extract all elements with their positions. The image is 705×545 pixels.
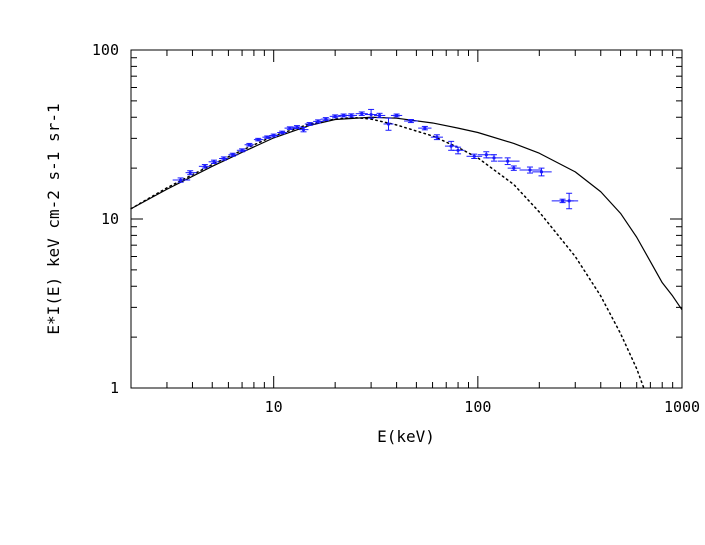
x-axis-title: E(keV): [377, 427, 435, 446]
data-point: [507, 165, 521, 171]
data-point-marker: [377, 113, 382, 118]
data-point: [172, 177, 191, 183]
data-point-marker: [539, 170, 544, 174]
data-point-marker: [360, 112, 364, 116]
data-point: [497, 157, 520, 166]
data-point-marker: [449, 144, 453, 148]
data-point-marker: [560, 199, 565, 203]
data-point-marker: [484, 153, 488, 157]
data-point-marker: [472, 154, 476, 158]
model-curve-solid: [130, 116, 683, 311]
data-point-marker: [231, 153, 235, 157]
data-point-marker: [256, 138, 260, 142]
data-points: [172, 108, 579, 210]
data-point-marker: [456, 148, 460, 152]
data-point-marker: [203, 164, 207, 168]
data-point-marker: [342, 113, 346, 118]
data-point: [452, 146, 465, 155]
y-tick-label: 10: [101, 210, 119, 228]
data-point: [519, 166, 542, 174]
data-point: [430, 134, 444, 141]
data-point: [355, 111, 368, 116]
data-point: [304, 122, 315, 126]
data-point: [418, 125, 432, 131]
data-point: [374, 112, 386, 119]
data-point-marker: [295, 125, 299, 129]
data-point: [298, 126, 309, 133]
data-point: [236, 148, 247, 153]
data-point: [208, 159, 220, 165]
data-point-marker: [349, 113, 353, 118]
data-point-marker: [409, 119, 413, 123]
data-point: [345, 113, 358, 118]
data-point: [486, 154, 503, 162]
data-point-marker: [272, 133, 276, 138]
data-point-marker: [435, 135, 439, 139]
data-point: [404, 118, 418, 124]
data-point: [532, 167, 552, 177]
data-point: [364, 108, 378, 119]
data-point-marker: [528, 168, 532, 172]
data-point-marker: [308, 122, 312, 126]
data-point-marker: [179, 178, 183, 182]
data-point-marker: [333, 114, 337, 118]
data-point-marker: [512, 166, 516, 170]
data-point-marker: [316, 119, 320, 124]
x-tick-label: 100: [464, 398, 491, 416]
data-point: [185, 170, 197, 176]
data-point: [390, 113, 403, 118]
data-point-marker: [280, 130, 284, 135]
data-point: [383, 117, 394, 131]
data-point: [228, 152, 239, 157]
data-point: [313, 119, 324, 124]
data-point: [563, 192, 579, 210]
data-point-marker: [301, 128, 306, 132]
data-point-marker: [212, 160, 216, 164]
data-point: [244, 142, 254, 147]
data-point-marker: [288, 126, 292, 130]
model-curves: [130, 116, 683, 389]
x-tick-label: 10: [265, 398, 283, 416]
data-point: [320, 117, 331, 122]
tick-labels: 10 100 1000 1 10 100: [92, 41, 700, 416]
axis-ticks: [130, 49, 683, 389]
data-point-marker: [492, 156, 496, 160]
data-point: [253, 137, 264, 142]
data-point-marker: [506, 159, 510, 163]
plot-frame: [130, 49, 683, 389]
x-tick-label: 1000: [664, 398, 700, 416]
data-point: [284, 126, 295, 130]
data-point-marker: [265, 135, 269, 139]
data-point-marker: [369, 112, 373, 117]
data-point-marker: [247, 143, 251, 147]
y-tick-label: 100: [92, 41, 119, 59]
data-point: [466, 153, 483, 160]
data-point: [219, 156, 229, 161]
data-point: [262, 135, 272, 139]
y-axis-title: E*I(E) keV cm-2 s-1 sr-1: [44, 103, 63, 334]
data-point-marker: [386, 122, 391, 126]
y-tick-label: 1: [110, 379, 119, 397]
data-point: [198, 164, 211, 169]
data-point: [329, 114, 341, 119]
data-point-marker: [423, 126, 427, 130]
data-point-marker: [395, 113, 399, 118]
data-point-marker: [324, 117, 328, 121]
data-point-marker: [188, 171, 192, 175]
data-point-marker: [567, 199, 571, 203]
data-point-marker: [222, 156, 226, 161]
data-point: [269, 133, 279, 138]
model-curve-dotted: [130, 116, 645, 389]
data-point-marker: [240, 148, 244, 152]
data-point: [277, 130, 287, 135]
